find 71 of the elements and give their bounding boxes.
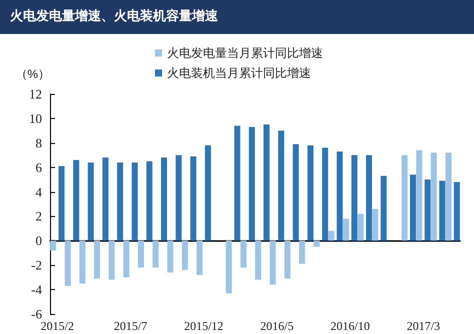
x-tick-label: 2016/10: [330, 319, 370, 333]
bar: [416, 150, 422, 241]
bar: [264, 124, 270, 241]
x-tick-label: 2015/2: [40, 319, 74, 333]
bar: [132, 162, 138, 241]
bar: [161, 158, 168, 241]
bar: [102, 158, 108, 241]
bar: [322, 148, 328, 241]
bar: [424, 180, 431, 241]
bar: [380, 176, 387, 241]
bar: [108, 240, 115, 280]
bar: [328, 230, 334, 241]
x-tick-label: 2016/5: [260, 319, 294, 333]
bar: [117, 162, 124, 241]
bar: [204, 145, 211, 241]
y-tick-label: 8: [36, 135, 42, 150]
x-tick-label: 2015/12: [184, 319, 224, 333]
bar: [430, 152, 437, 241]
x-tick-label: 2015/7: [114, 319, 148, 333]
bar: [410, 174, 416, 241]
bar: [88, 162, 94, 241]
bar: [439, 180, 446, 241]
bar: [270, 240, 276, 285]
y-tick-label: 4: [36, 184, 42, 200]
bar: [445, 152, 452, 241]
bar: [255, 240, 262, 280]
legend-label: 火电装机当月累计同比增速: [167, 66, 311, 80]
bar: [176, 155, 182, 241]
y-tick-label: 0: [36, 233, 42, 248]
bar: [402, 155, 408, 241]
bar: [454, 182, 460, 241]
bar: [123, 240, 130, 278]
legend-label: 火电发电量当月累计同比增速: [167, 46, 323, 60]
bar: [58, 166, 65, 241]
chart-title: 火电发电量增速、火电装机容量增速: [0, 0, 474, 34]
bar: [138, 240, 144, 268]
bar: [167, 240, 174, 272]
bar: [358, 214, 364, 241]
bar: [190, 156, 196, 241]
y-tick-label: 12: [29, 86, 42, 102]
bar: [79, 240, 86, 284]
y-tick-label: -4: [31, 282, 42, 298]
bar: [152, 240, 159, 268]
bar: [248, 127, 255, 241]
bar: [342, 218, 349, 241]
bar: [64, 240, 71, 286]
y-tick-label: 6: [36, 160, 42, 175]
bar: [182, 240, 188, 270]
y-axis-title: （%）: [15, 67, 50, 81]
bar: [278, 130, 284, 241]
bar: [146, 161, 152, 241]
y-tick-label: -2: [31, 258, 42, 273]
bar: [234, 126, 240, 241]
bar: [284, 240, 290, 279]
bar: [226, 240, 232, 294]
bar: [292, 144, 299, 241]
bar: [94, 240, 100, 279]
bar: [73, 160, 80, 241]
y-tick-label: 2: [36, 208, 42, 224]
bar: [196, 240, 203, 275]
x-tick-label: 2017/3: [406, 319, 440, 333]
bar: [307, 145, 314, 241]
bar: [314, 240, 320, 247]
bar: [240, 240, 246, 268]
bar: [366, 155, 372, 241]
bar: [299, 240, 306, 264]
y-tick-label: -6: [31, 306, 42, 322]
y-tick-label: 10: [29, 110, 42, 126]
bar: [336, 151, 343, 241]
bar: [372, 208, 378, 241]
bar: [351, 155, 358, 241]
